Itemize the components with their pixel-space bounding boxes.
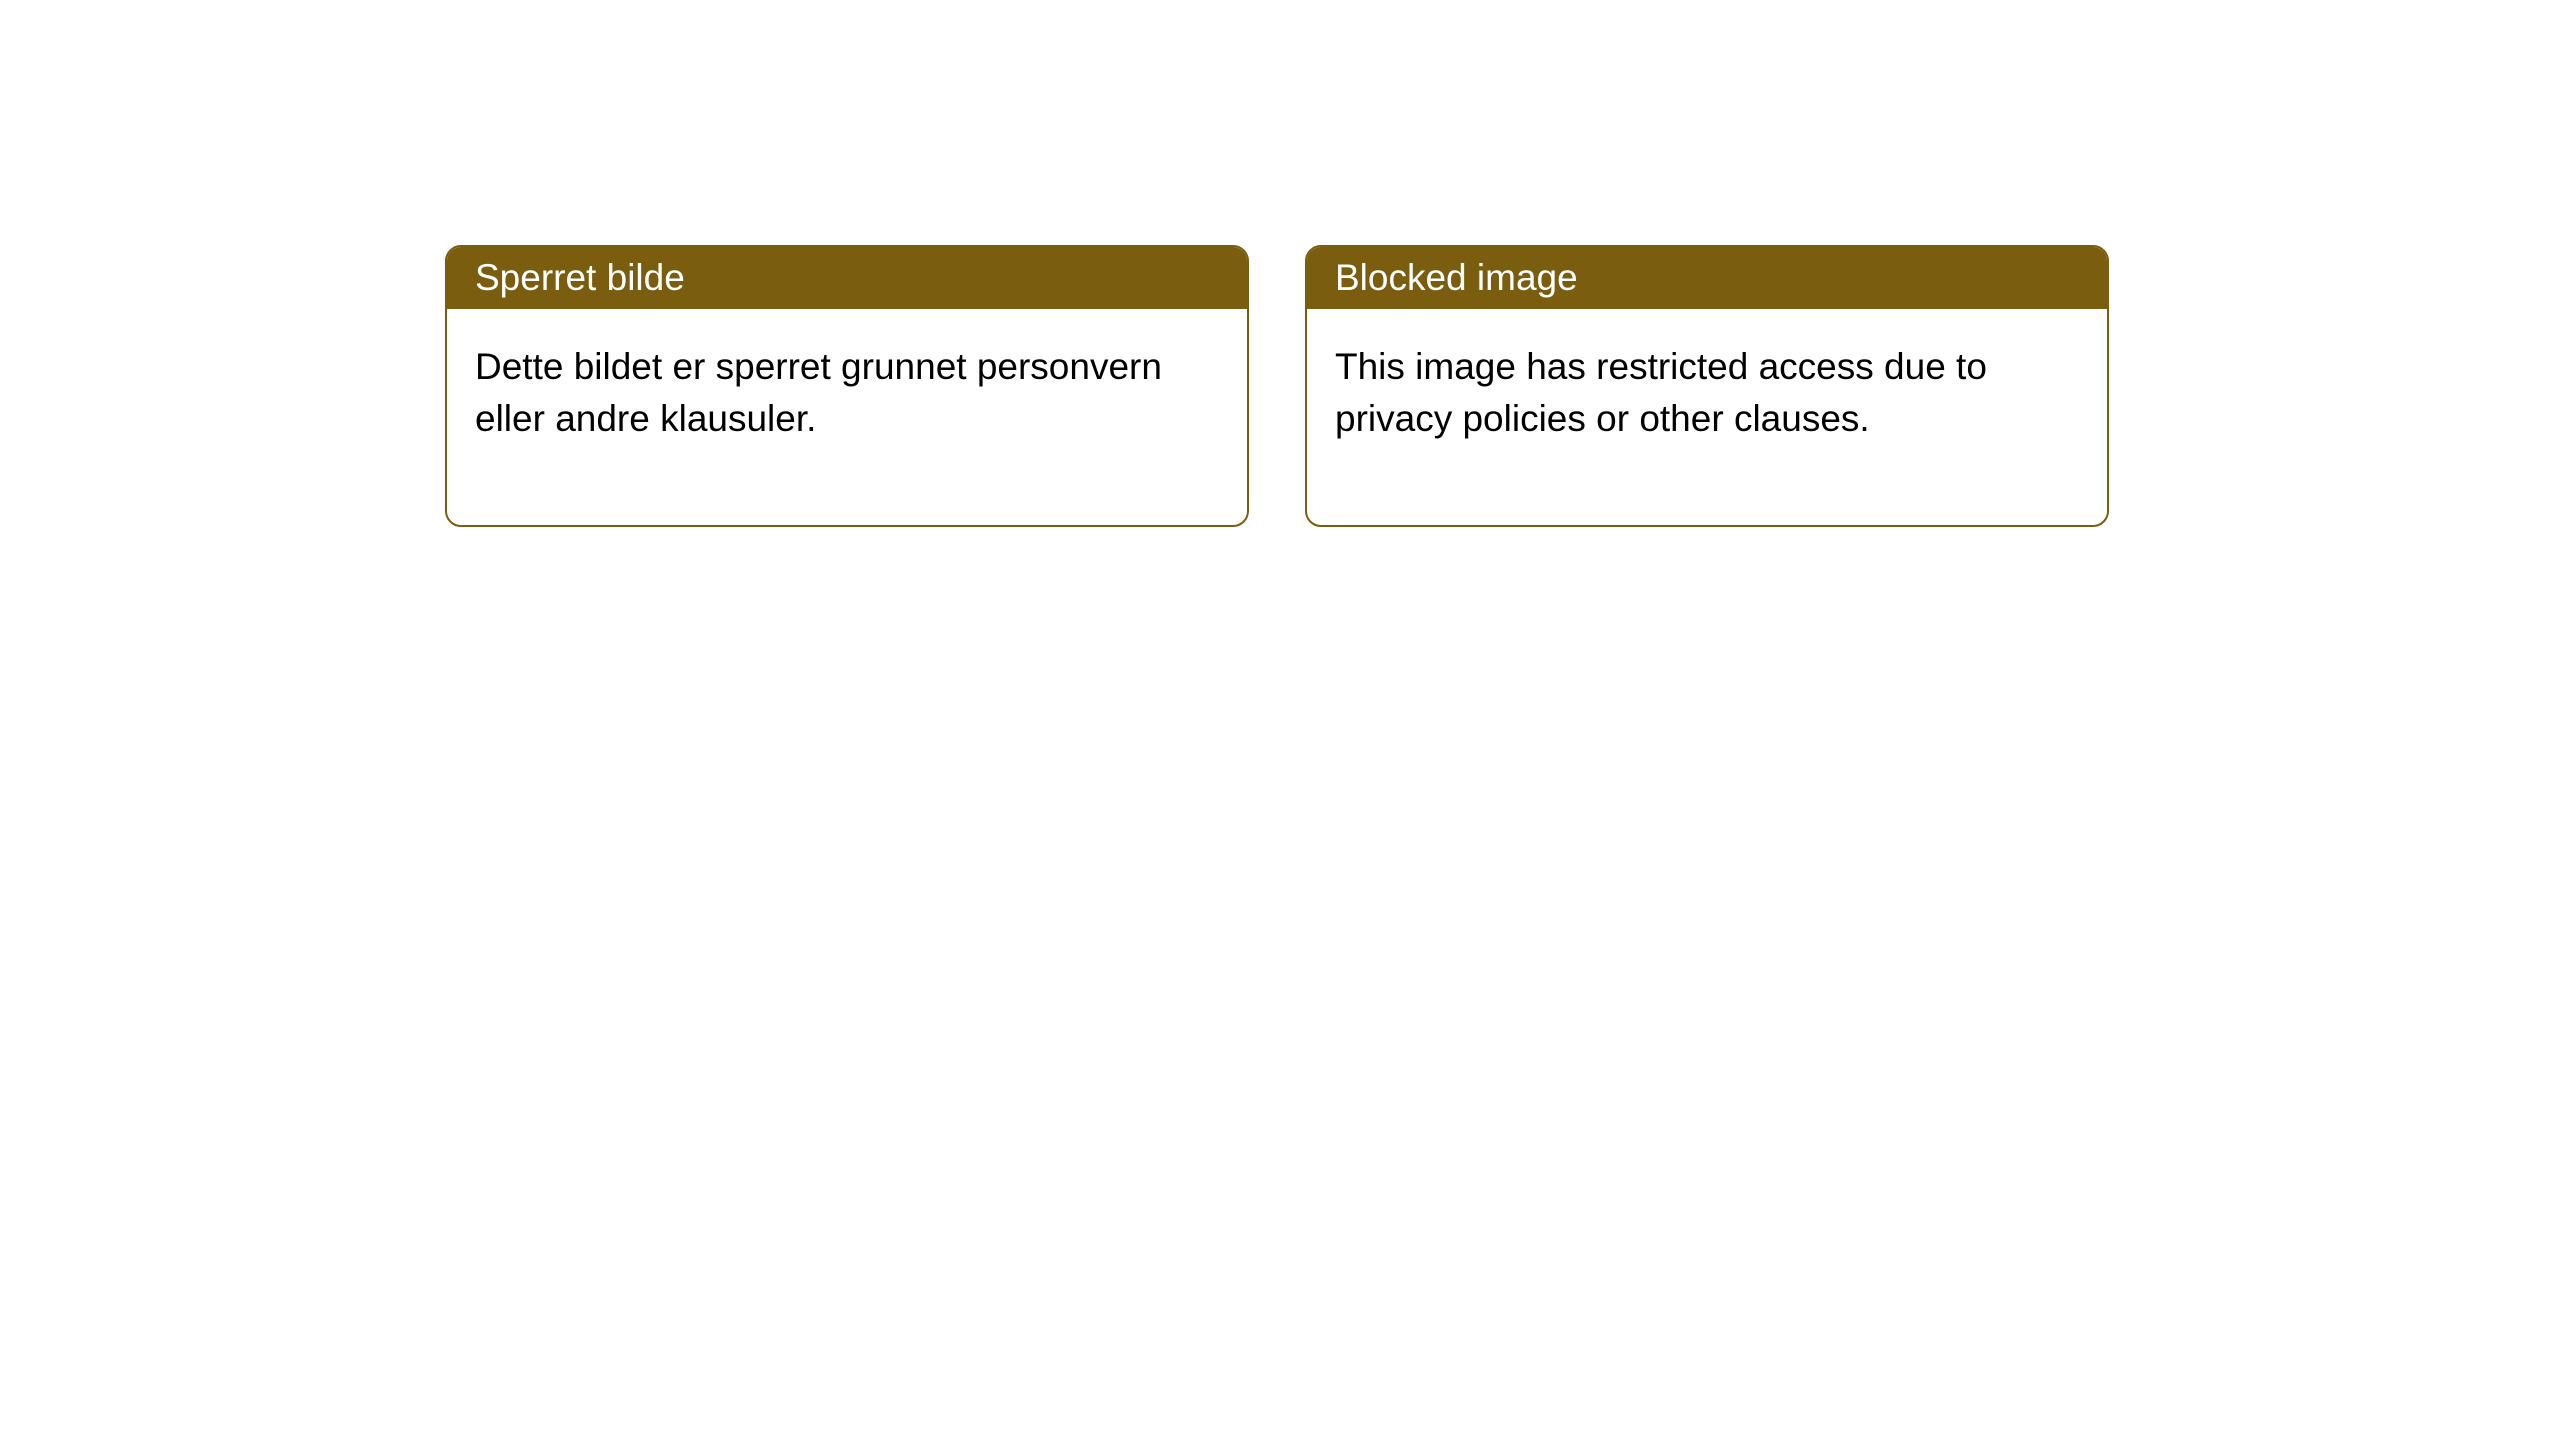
notice-card-title: Sperret bilde (447, 247, 1247, 309)
notice-card-title: Blocked image (1307, 247, 2107, 309)
notice-card-body: Dette bildet er sperret grunnet personve… (447, 309, 1247, 525)
notice-cards-container: Sperret bilde Dette bildet er sperret gr… (0, 0, 2560, 527)
notice-card-norwegian: Sperret bilde Dette bildet er sperret gr… (445, 245, 1249, 527)
notice-card-english: Blocked image This image has restricted … (1305, 245, 2109, 527)
notice-card-body: This image has restricted access due to … (1307, 309, 2107, 525)
